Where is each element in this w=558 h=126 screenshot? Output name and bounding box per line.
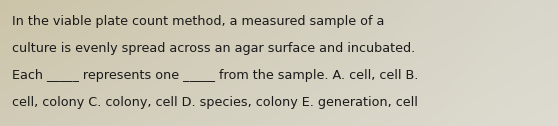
Text: Each _____ represents one _____ from the sample. A. cell, cell B.: Each _____ represents one _____ from the… — [12, 69, 418, 82]
Text: culture is evenly spread across an agar surface and incubated.: culture is evenly spread across an agar … — [12, 42, 416, 55]
Text: cell, colony C. colony, cell D. species, colony E. generation, cell: cell, colony C. colony, cell D. species,… — [12, 96, 418, 109]
Text: In the viable plate count method, a measured sample of a: In the viable plate count method, a meas… — [12, 15, 384, 28]
